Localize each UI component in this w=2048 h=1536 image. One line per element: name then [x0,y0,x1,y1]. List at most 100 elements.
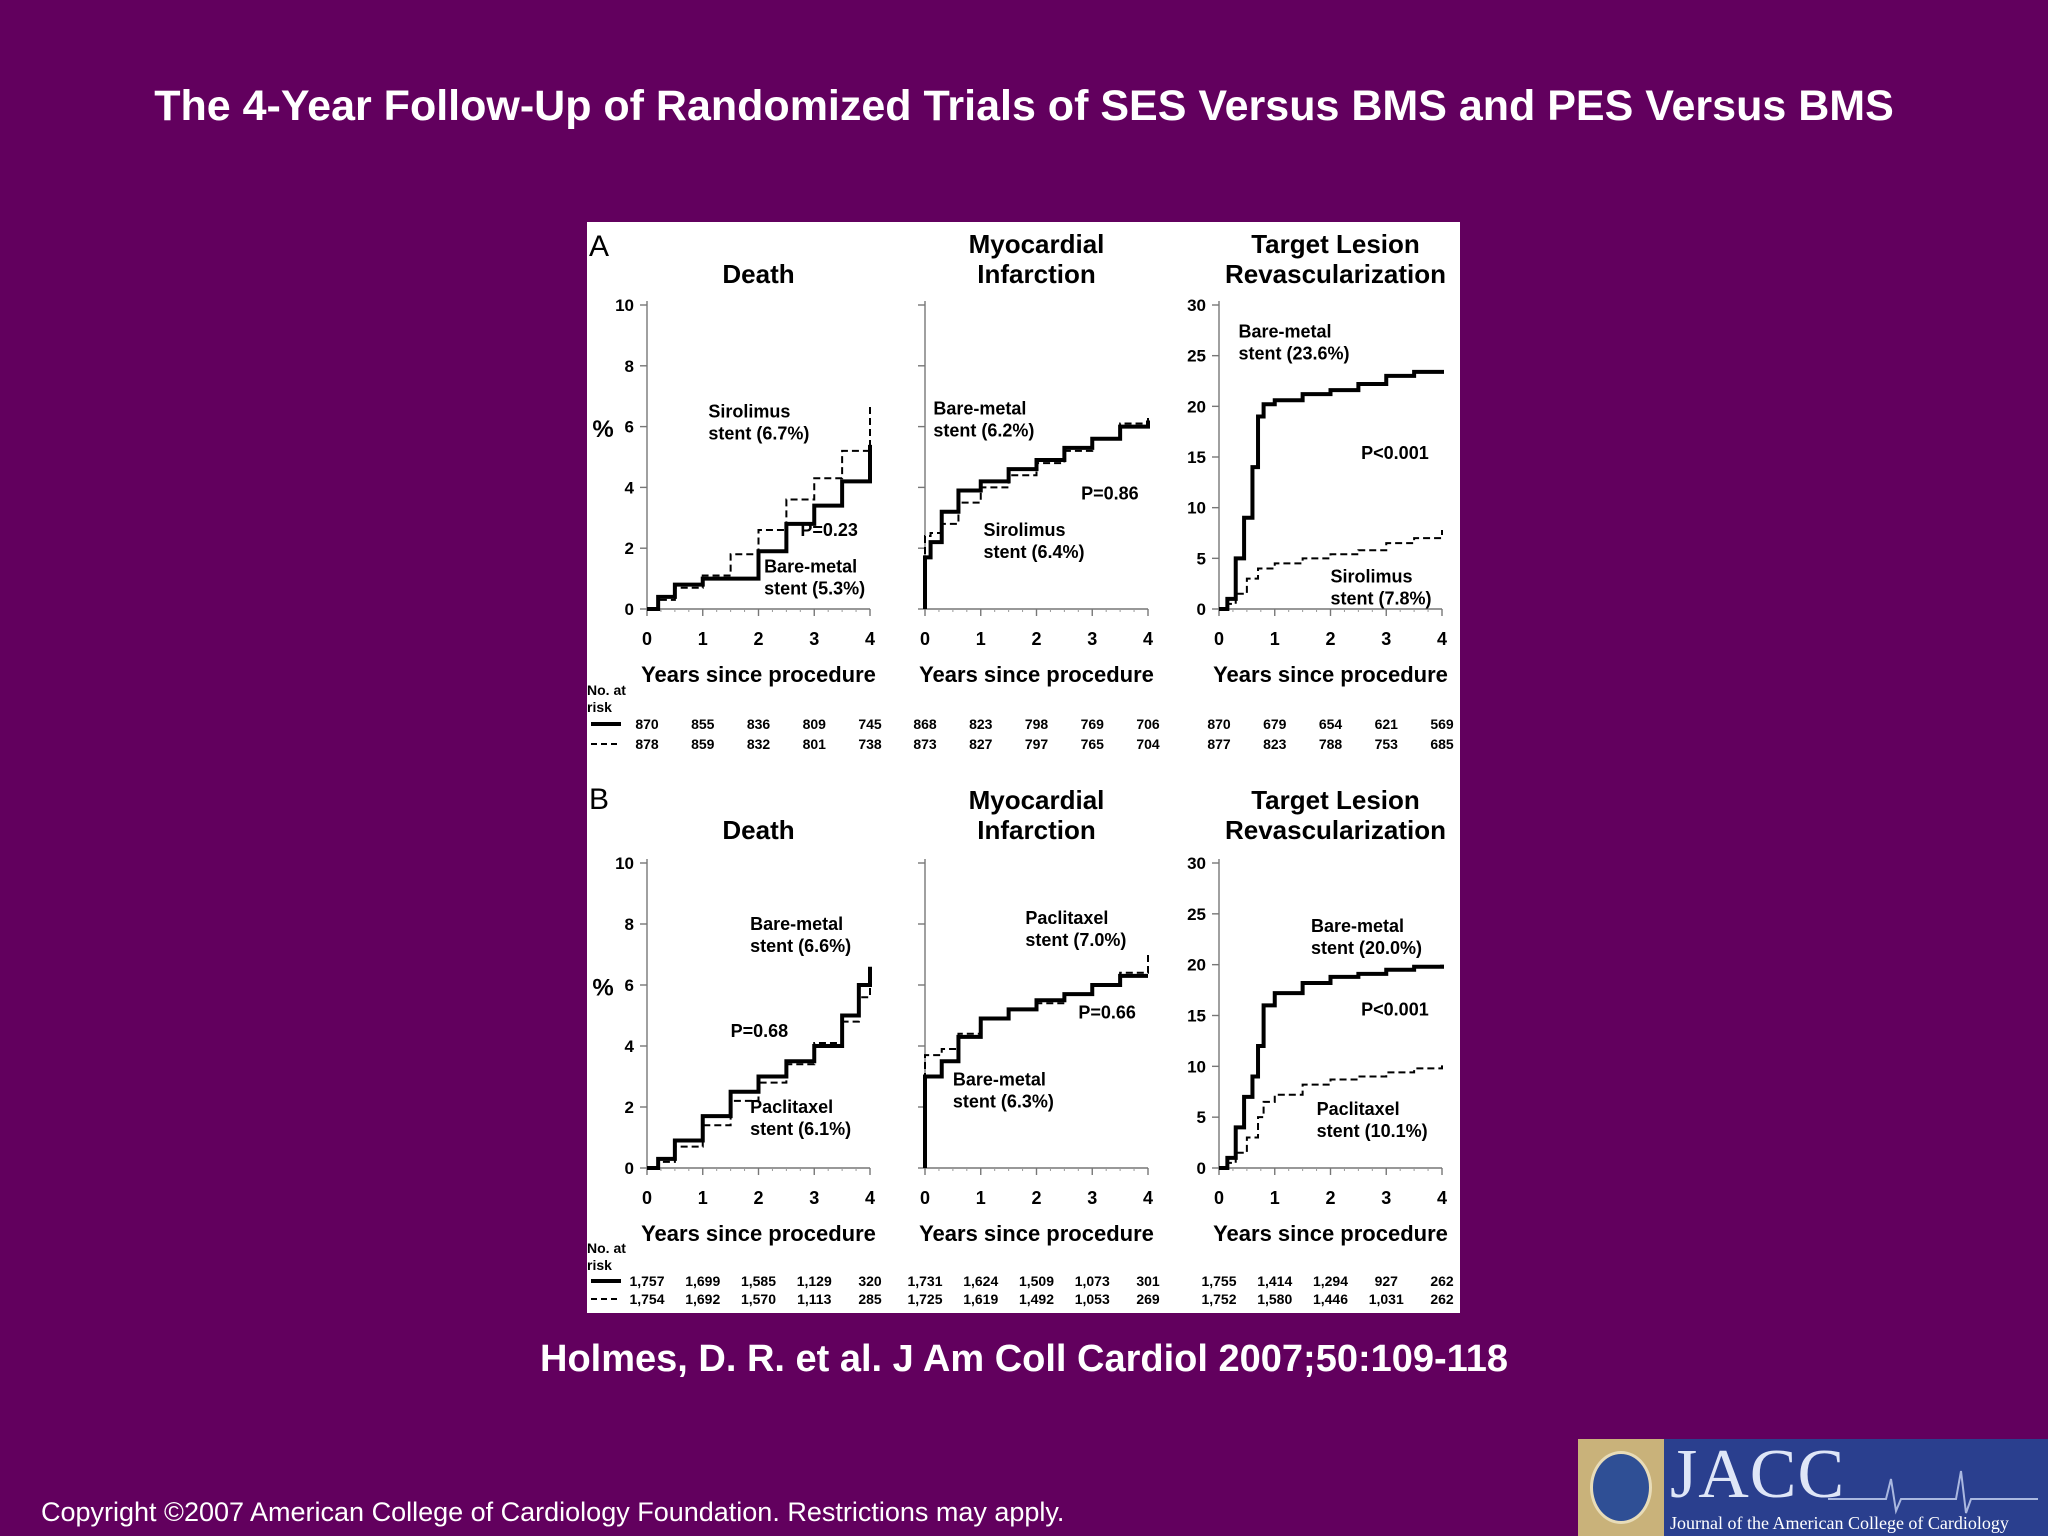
series-annotation: P<0.001 [1361,1000,1429,1020]
x-axis-label: Years since procedure [641,662,876,687]
at-risk-value: 788 [1319,736,1343,752]
y-tick-label: 25 [1187,347,1206,366]
series-annotation: Paclitaxel [750,1097,833,1117]
at-risk-value: 1,585 [741,1273,776,1289]
at-risk-value: 1,580 [1257,1291,1292,1307]
at-risk-value: 262 [1430,1273,1454,1289]
chart-panel-a-3 [1212,301,1444,616]
at-risk-value: 870 [1207,716,1231,732]
at-risk-value: 1,414 [1257,1273,1292,1289]
x-axis-label: Years since procedure [919,662,1154,687]
at-risk-value: 859 [691,736,715,752]
y-axis-label: % [592,975,613,1002]
series-annotation: Bare-metal [764,557,857,577]
y-tick-label: 2 [625,1098,634,1117]
at-risk-value: 1,754 [629,1291,664,1307]
at-risk-value: 809 [803,716,827,732]
y-tick-label: 10 [1187,1057,1206,1076]
x-tick-label: 4 [865,629,875,649]
at-risk-value: 745 [858,716,882,732]
citation: Holmes, D. R. et al. J Am Coll Cardiol 2… [540,1338,1508,1380]
x-tick-label: 4 [1437,1188,1447,1208]
series-line-solid [647,966,872,1170]
at-risk-value: 1,755 [1201,1273,1236,1289]
series-annotation: Bare-metal [1311,916,1404,936]
series-annotation: P<0.001 [1361,443,1429,463]
chart-panel-a-2 [918,301,1150,616]
at-risk-value: 1,692 [685,1291,720,1307]
at-risk-value: 769 [1081,716,1105,732]
series-annotation: Paclitaxel [1317,1099,1400,1119]
x-tick-label: 3 [1381,629,1391,649]
at-risk-value: 801 [803,736,827,752]
series-annotation: stent (23.6%) [1239,343,1350,363]
series-annotation: Bare-metal [1239,321,1332,341]
series-annotation: stent (10.1%) [1317,1121,1428,1141]
x-tick-label: 2 [753,1188,763,1208]
at-risk-value: 1,129 [797,1273,832,1289]
at-risk-value: 1,053 [1075,1291,1110,1307]
y-tick-label: 6 [625,418,634,437]
y-tick-label: 2 [625,539,634,558]
at-risk-value: 654 [1319,716,1343,732]
series-line-dashed [647,981,871,1169]
at-risk-value: 262 [1430,1291,1454,1307]
at-risk-value: 569 [1430,716,1454,732]
at-risk-value: 878 [635,736,659,752]
y-tick-label: 20 [1187,397,1206,416]
series-annotation: Sirolimus [708,401,790,421]
x-tick-label: 3 [1087,629,1097,649]
chart-title: Death [722,259,794,289]
at-risk-value: 927 [1375,1273,1399,1289]
chart-title: Death [722,815,794,845]
x-tick-label: 1 [976,1188,986,1208]
at-risk-value: 836 [747,716,771,732]
chart-panel-b-3 [1212,859,1444,1175]
series-annotation: P=0.66 [1078,1003,1136,1023]
at-risk-value: 285 [858,1291,882,1307]
x-tick-label: 2 [1325,629,1335,649]
y-tick-label: 0 [625,1159,634,1178]
x-tick-label: 3 [1381,1188,1391,1208]
at-risk-value: 1,699 [685,1273,720,1289]
series-annotation: stent (5.3%) [764,579,865,599]
y-tick-label: 10 [615,854,634,873]
y-tick-label: 4 [625,1037,635,1056]
x-tick-label: 4 [1437,629,1447,649]
y-tick-label: 5 [1197,1108,1206,1127]
x-axis-label: Years since procedure [1213,662,1448,687]
series-annotation: stent (6.4%) [984,542,1085,562]
x-tick-label: 0 [1214,1188,1224,1208]
series-annotation: stent (7.0%) [1025,930,1126,950]
panel-letter: B [589,783,609,816]
at-risk-value: 823 [969,716,993,732]
y-tick-label: 0 [1197,600,1206,619]
at-risk-value: 1,731 [907,1273,942,1289]
y-tick-label: 6 [625,976,634,995]
y-tick-label: 10 [1187,499,1206,518]
at-risk-value: 1,113 [797,1291,831,1307]
at-risk-value: 855 [691,716,715,732]
chart-title: Revascularization [1225,259,1446,289]
series-annotation: stent (20.0%) [1311,938,1422,958]
y-tick-label: 5 [1197,549,1206,568]
y-tick-label: 25 [1187,905,1206,924]
at-risk-value: 1,031 [1369,1291,1404,1307]
at-risk-value: 1,752 [1201,1291,1236,1307]
series-line-solid [923,420,1150,609]
y-tick-label: 20 [1187,956,1206,975]
at-risk-value: 621 [1375,716,1399,732]
x-axis-label: Years since procedure [641,1221,876,1246]
x-axis-label: Years since procedure [919,1221,1154,1246]
chart-title: Myocardial [969,785,1105,815]
at-risk-value: 823 [1263,736,1287,752]
at-risk-value: 827 [969,736,993,752]
at-risk-value: 685 [1430,736,1454,752]
series-line-dashed [647,405,871,610]
x-tick-label: 1 [698,629,708,649]
x-tick-label: 2 [1325,1188,1335,1208]
at-risk-value: 1,619 [963,1291,998,1307]
y-tick-label: 10 [615,296,634,315]
series-annotation: stent (6.6%) [750,936,851,956]
y-axis-label: % [592,416,613,443]
